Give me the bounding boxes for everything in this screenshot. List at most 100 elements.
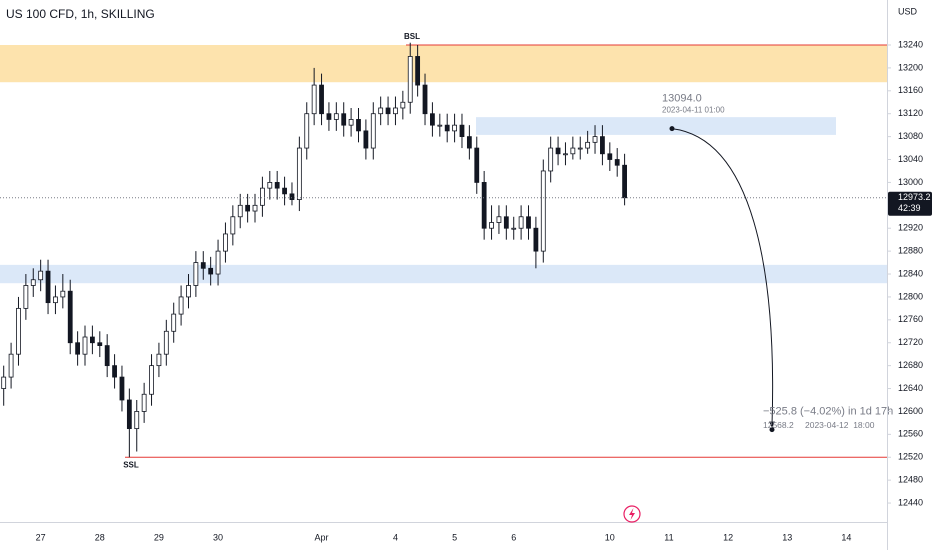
- candle-body: [422, 84, 428, 115]
- candle-body: [430, 113, 435, 126]
- y-tick-label: 12920: [898, 223, 923, 233]
- x-tick-label: 27: [36, 532, 46, 542]
- candle-body: [348, 119, 354, 126]
- candle-body: [126, 399, 132, 430]
- x-tick-label: 4: [393, 532, 398, 542]
- candle-body: [481, 182, 487, 229]
- candle-body: [230, 216, 236, 235]
- candle-body: [75, 342, 81, 355]
- y-tick-label: 12600: [898, 406, 923, 416]
- y-tick-label: 12640: [898, 383, 923, 393]
- candle-body: [363, 130, 369, 149]
- candle-body: [400, 101, 406, 109]
- candle-body: [385, 107, 391, 115]
- x-tick-label: 28: [95, 532, 105, 542]
- x-tick-label: 14: [841, 532, 851, 542]
- candle-body: [119, 376, 125, 401]
- candle-body: [1, 376, 7, 389]
- candle-body: [459, 124, 465, 138]
- candle-body: [518, 216, 524, 229]
- zone: [0, 264, 887, 284]
- candle-body: [333, 113, 339, 120]
- level-label: BSL: [404, 32, 420, 41]
- candle-body: [245, 204, 251, 212]
- candle-body: [378, 107, 384, 115]
- candle-body: [149, 365, 154, 395]
- alert-icon[interactable]: [623, 505, 641, 523]
- candle-body: [407, 56, 413, 103]
- x-tick-label: 29: [154, 532, 164, 542]
- projection-start-time: 2023-04-11 01:00: [662, 106, 725, 115]
- level-label: SSL: [123, 460, 139, 469]
- candle-body: [186, 285, 191, 298]
- candle-body: [134, 411, 140, 430]
- projection-start: [669, 126, 675, 132]
- y-tick-label: 13080: [898, 131, 923, 141]
- candle-body: [30, 279, 36, 286]
- y-tick-label: 12560: [898, 429, 923, 439]
- x-tick-label: 12: [723, 532, 733, 542]
- axes: 12440 12480 12520 12560 12600 12640 12680 12720…: [36, 39, 932, 542]
- projection-start-price: 13094.0: [662, 93, 702, 105]
- candle-body: [193, 262, 199, 286]
- candle-body: [622, 164, 627, 199]
- y-tick-label: 12880: [898, 245, 923, 255]
- candle-body: [326, 113, 332, 120]
- zone: [0, 45, 887, 83]
- candle-body: [614, 159, 620, 166]
- candle-body: [267, 182, 273, 189]
- y-tick-label: 13160: [898, 85, 923, 95]
- candle-body: [156, 353, 162, 367]
- candle-body: [282, 187, 287, 195]
- y-tick-label: 13240: [898, 39, 923, 49]
- candle-body: [296, 147, 302, 200]
- candle-body: [171, 313, 177, 332]
- candle-body: [415, 56, 421, 86]
- y-tick-label: 12520: [898, 452, 923, 462]
- y-tick-label: 13000: [898, 177, 923, 187]
- y-tick-label: 13040: [898, 154, 923, 164]
- candle-body: [97, 342, 103, 346]
- candle-body: [585, 141, 591, 149]
- price-tag-value: 12973.2: [898, 192, 931, 202]
- candle-body: [104, 345, 110, 367]
- candle-body: [163, 330, 169, 355]
- candle-body: [370, 113, 376, 149]
- y-tick-label: 13120: [898, 108, 923, 118]
- candle-body: [444, 124, 450, 132]
- x-tick-label: Apr: [315, 532, 329, 542]
- zone: [476, 117, 836, 135]
- candle-body: [570, 147, 576, 155]
- projection-change: −525.8 (−4.02%) in 1d 17h: [763, 406, 893, 418]
- currency: USD: [898, 6, 918, 16]
- y-tick-label: 13200: [898, 62, 923, 72]
- y-tick-label: 12720: [898, 337, 923, 347]
- y-tick-label: 12840: [898, 268, 923, 278]
- candle-body: [600, 136, 605, 155]
- candle-body: [311, 84, 317, 115]
- candle-body: [592, 136, 598, 143]
- candle-body: [437, 124, 443, 127]
- candle-body: [215, 250, 221, 275]
- x-tick-label: 5: [452, 532, 457, 542]
- candle-body: [555, 147, 561, 155]
- x-tick-label: 10: [605, 532, 615, 542]
- candle-body: [563, 153, 568, 156]
- candle-body: [223, 233, 228, 252]
- candle-body: [356, 119, 361, 132]
- candle-body: [200, 262, 206, 269]
- candle-body: [67, 290, 73, 344]
- price-tag-countdown: 42:39: [898, 203, 921, 213]
- chart-title: US 100 CFD, 1h, SKILLING: [6, 7, 155, 21]
- candle-body: [540, 170, 546, 252]
- candle-body: [60, 290, 66, 298]
- candle-body: [38, 270, 44, 281]
- x-tick-label: 13: [782, 532, 792, 542]
- projection-arrow: [769, 421, 775, 428]
- y-tick-label: 12680: [898, 360, 923, 370]
- candle-body: [82, 336, 88, 355]
- candle-body: [341, 113, 347, 126]
- candle-body: [178, 296, 184, 315]
